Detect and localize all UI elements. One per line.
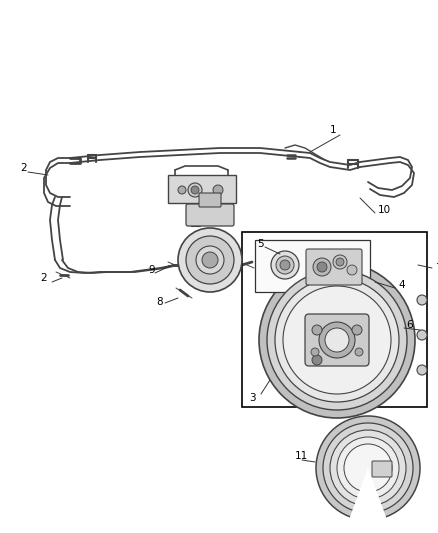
Circle shape (186, 236, 234, 284)
Circle shape (311, 348, 319, 356)
FancyBboxPatch shape (186, 204, 234, 226)
Circle shape (276, 256, 294, 274)
Circle shape (325, 328, 349, 352)
Wedge shape (349, 468, 387, 523)
Circle shape (275, 278, 399, 402)
FancyBboxPatch shape (305, 314, 369, 366)
FancyBboxPatch shape (306, 249, 362, 285)
Circle shape (178, 228, 242, 292)
Circle shape (317, 262, 327, 272)
Text: 8: 8 (156, 297, 162, 307)
Circle shape (319, 322, 355, 358)
Circle shape (202, 252, 218, 268)
Text: 3: 3 (249, 393, 256, 403)
Bar (242, 232, 427, 407)
Circle shape (283, 286, 391, 394)
Circle shape (213, 185, 223, 195)
Circle shape (267, 270, 407, 410)
Circle shape (271, 251, 299, 279)
FancyBboxPatch shape (372, 461, 392, 477)
Circle shape (336, 258, 344, 266)
Circle shape (333, 255, 347, 269)
Circle shape (259, 262, 415, 418)
Text: 9: 9 (148, 265, 155, 275)
Circle shape (188, 183, 202, 197)
Circle shape (417, 365, 427, 375)
Circle shape (330, 430, 406, 506)
Circle shape (344, 444, 392, 492)
Circle shape (280, 260, 290, 270)
Circle shape (196, 246, 224, 274)
Circle shape (313, 258, 331, 276)
Text: 5: 5 (257, 239, 264, 249)
Circle shape (417, 295, 427, 305)
Text: 6: 6 (406, 320, 413, 330)
Circle shape (316, 416, 420, 520)
Text: 11: 11 (295, 451, 308, 461)
Circle shape (178, 186, 186, 194)
Circle shape (312, 355, 322, 365)
Text: 10: 10 (378, 205, 391, 215)
Circle shape (352, 325, 362, 335)
Bar (191, 218, 200, 226)
Text: 2: 2 (40, 273, 46, 283)
Circle shape (417, 330, 427, 340)
Circle shape (337, 437, 399, 499)
Circle shape (347, 265, 357, 275)
FancyBboxPatch shape (199, 193, 221, 207)
Wedge shape (349, 468, 387, 523)
Bar (255, 240, 370, 292)
Text: 7: 7 (435, 263, 438, 273)
Bar (168, 175, 236, 203)
Text: 4: 4 (398, 280, 405, 290)
Circle shape (191, 186, 199, 194)
Circle shape (312, 325, 322, 335)
Text: 1: 1 (330, 125, 337, 135)
Circle shape (355, 348, 363, 356)
Text: 2: 2 (20, 163, 27, 173)
Circle shape (323, 423, 413, 513)
